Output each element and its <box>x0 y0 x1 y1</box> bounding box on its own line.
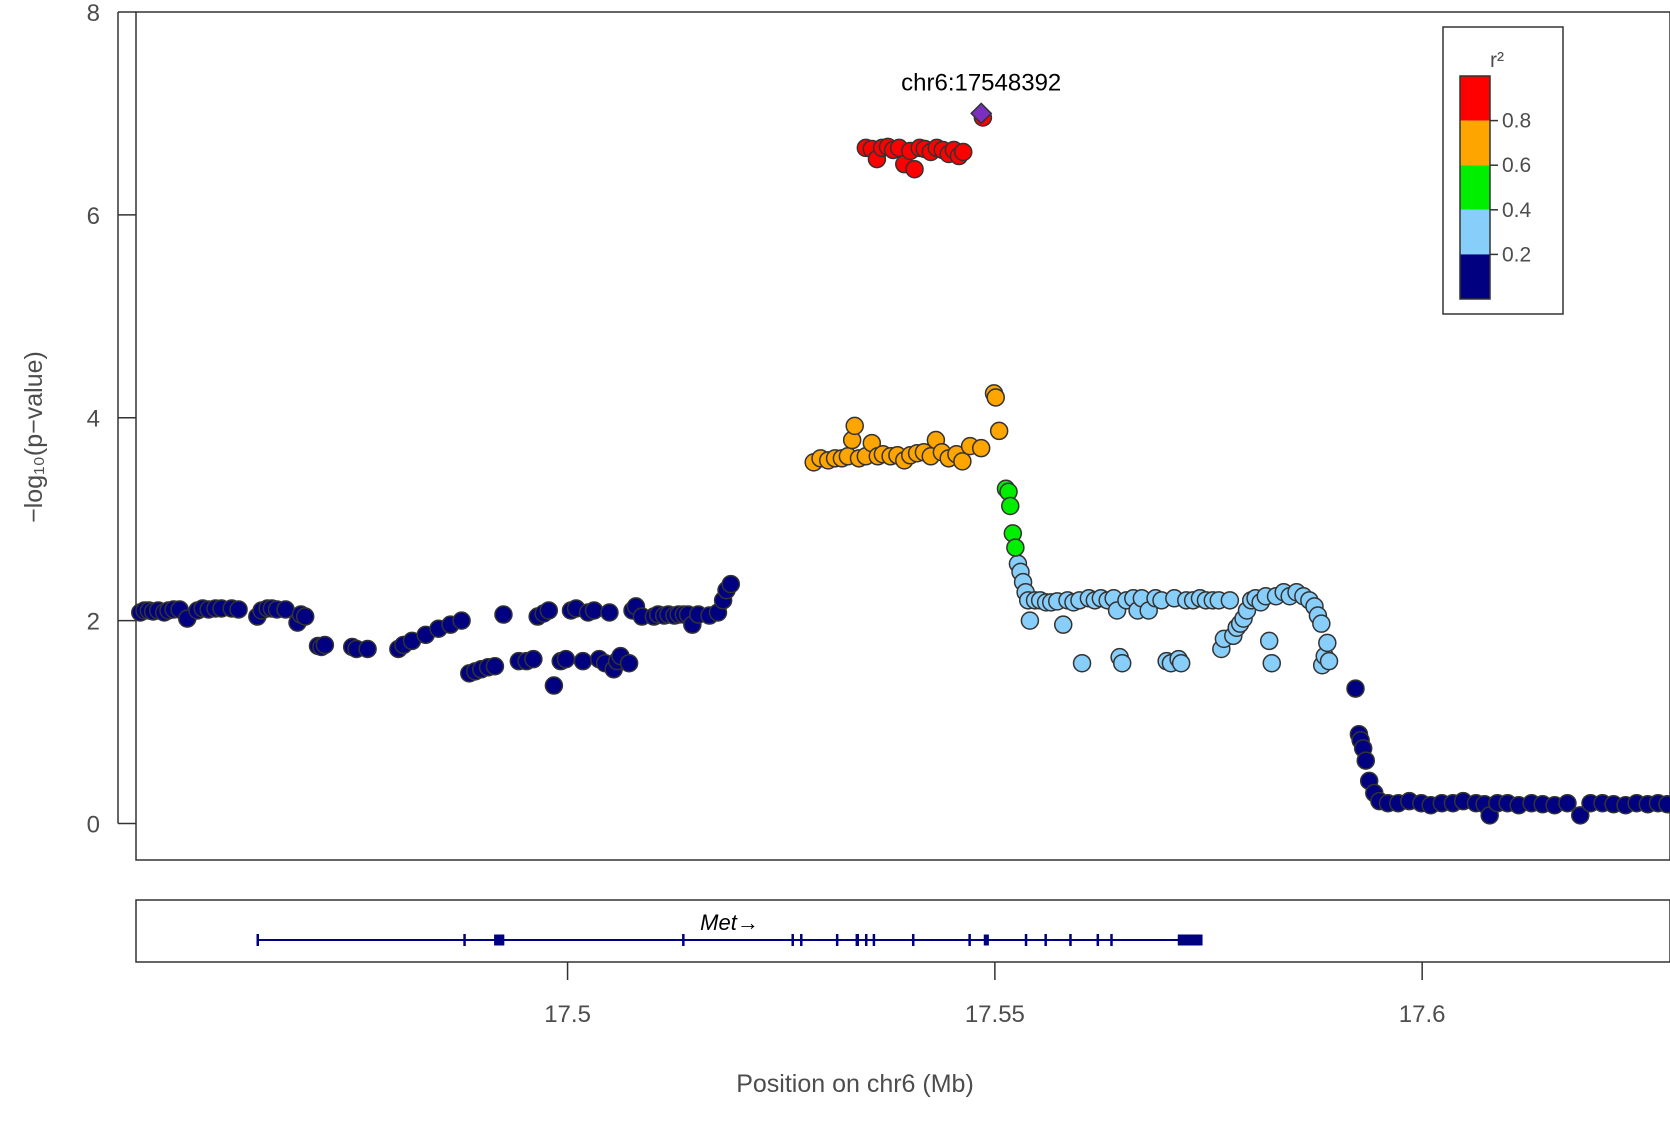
y-tick-label: 4 <box>87 406 100 433</box>
snp-point <box>1020 611 1040 630</box>
snp-point <box>539 601 559 620</box>
gene-exon <box>911 934 915 946</box>
snp-point <box>1112 653 1132 673</box>
snp-point <box>1318 633 1337 653</box>
snp-point <box>1571 806 1590 825</box>
legend-color-bin <box>1460 165 1490 210</box>
y-tick-label: 2 <box>87 609 100 636</box>
gene-exon <box>791 934 794 946</box>
x-axis-title: Position on chr6 (Mb) <box>736 1070 974 1098</box>
lead-snp-label: chr6:17548392 <box>901 69 1061 96</box>
gene-exon <box>1024 934 1028 946</box>
legend-label: 0.6 <box>1502 154 1531 177</box>
legend-color-bin <box>1460 254 1490 299</box>
legend-color-bin <box>1460 120 1490 166</box>
snp-point <box>358 639 377 659</box>
snp-point <box>1658 794 1670 814</box>
gene-exon <box>1069 934 1072 946</box>
gene-exon <box>968 934 971 946</box>
gene-exon <box>1110 934 1113 946</box>
snp-point <box>1346 679 1365 698</box>
x-axis: 17.5 17.55 17.6 <box>544 962 1446 1028</box>
gene-exon <box>855 934 859 946</box>
snp-point <box>229 600 248 619</box>
gene-exon <box>800 934 803 946</box>
snp-point <box>905 159 924 179</box>
legend-label: 0.4 <box>1502 199 1532 222</box>
y-tick-label: 6 <box>87 203 100 230</box>
lead-snp-group: chr6:17548392 <box>901 69 1061 125</box>
gene-exon <box>494 934 505 946</box>
snp-point <box>1259 631 1279 651</box>
snp-point <box>845 416 864 436</box>
gene-strand-arrow: → <box>737 910 759 935</box>
snp-point <box>971 438 991 458</box>
gene-exon <box>463 934 466 946</box>
snp-point <box>953 142 973 162</box>
legend-label: 0.8 <box>1502 110 1531 133</box>
snp-point <box>1053 615 1073 634</box>
legend-title: r² <box>1490 49 1504 72</box>
snp-point <box>1006 538 1025 557</box>
gene-exon <box>1177 934 1203 946</box>
data-points <box>131 108 1670 825</box>
y-axis-title: −log₁₀(p−value) <box>20 351 48 523</box>
gene-exon <box>682 934 685 946</box>
snp-point <box>1356 751 1376 770</box>
snp-point <box>1558 793 1577 813</box>
snp-point <box>721 574 741 594</box>
snp-point <box>276 600 295 619</box>
snp-point <box>619 653 639 673</box>
snp-point <box>1072 653 1092 673</box>
snp-point <box>556 649 576 669</box>
snp-point <box>544 676 564 695</box>
gene-exon <box>835 934 839 946</box>
gene-exon <box>872 934 876 946</box>
legend-color-bin <box>1460 76 1490 121</box>
gene-exon <box>983 934 989 946</box>
x-tick-label: 17.6 <box>1399 1001 1446 1028</box>
snp-point <box>953 452 972 471</box>
snp-point <box>600 603 619 622</box>
snp-point <box>524 649 543 669</box>
gene-track: Met→ <box>256 910 1203 946</box>
legend-colorbar-border <box>1459 75 1491 300</box>
gene-exon <box>1096 934 1100 946</box>
snp-point <box>584 601 604 620</box>
snp-point <box>494 605 513 624</box>
snp-point <box>1312 614 1331 633</box>
gene-track-frame <box>135 899 1670 963</box>
snp-point <box>295 607 315 626</box>
snp-point <box>1001 496 1020 516</box>
snp-point <box>485 657 505 676</box>
gene-exon <box>864 934 868 946</box>
snp-point <box>315 635 335 655</box>
snp-point <box>986 388 1005 407</box>
snp-point <box>989 421 1009 441</box>
snp-point <box>1319 651 1339 671</box>
y-tick-label: 8 <box>87 0 100 27</box>
gene-exon <box>256 934 259 946</box>
snp-point <box>1262 653 1282 673</box>
snp-point <box>1220 591 1240 610</box>
main-plot-frame <box>135 11 1670 861</box>
snp-point <box>1171 653 1191 673</box>
y-axis: 0 2 4 6 8 <box>87 0 136 838</box>
legend-label: 0.2 <box>1502 243 1531 266</box>
y-tick-label: 0 <box>87 811 100 838</box>
lead-snp-marker <box>970 102 993 125</box>
gene-exon <box>1044 934 1047 946</box>
gene-name-label: Met→ <box>700 910 759 935</box>
x-tick-label: 17.5 <box>544 1001 591 1028</box>
snp-point <box>573 651 593 671</box>
legend-color-bin <box>1460 209 1490 255</box>
snp-point <box>452 611 471 630</box>
x-tick-label: 17.55 <box>965 1001 1025 1028</box>
ld-legend: r² 0.8 0.6 0.4 0.2 <box>1442 26 1564 315</box>
